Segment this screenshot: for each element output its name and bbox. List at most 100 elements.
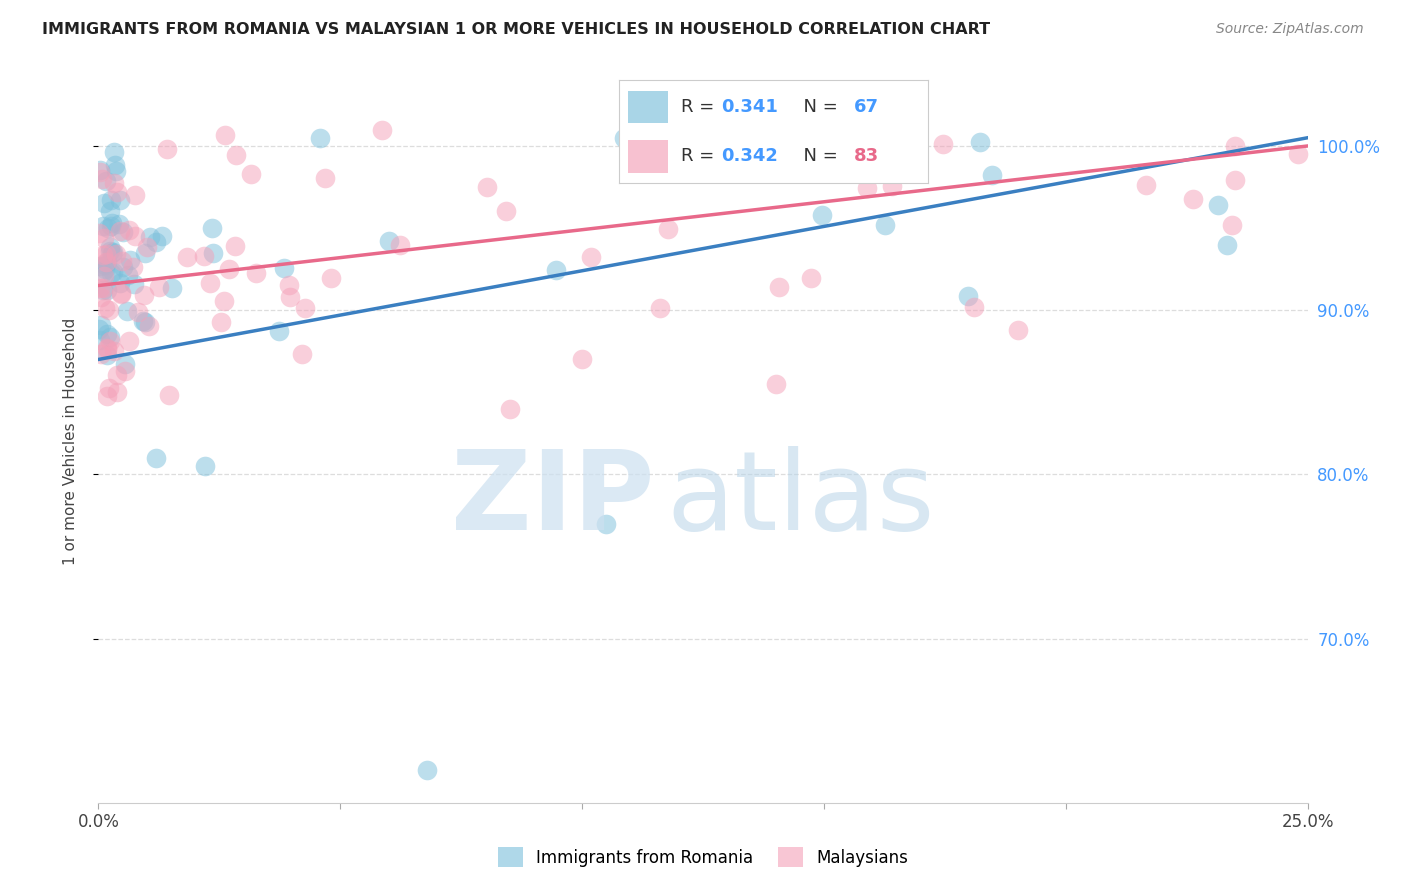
Point bbox=[100, 193, 122, 207]
Point bbox=[294, 301, 316, 315]
Point bbox=[1182, 192, 1205, 206]
Point bbox=[209, 315, 232, 329]
Point bbox=[105, 185, 128, 199]
Point bbox=[132, 288, 155, 302]
Point bbox=[98, 334, 121, 349]
Point bbox=[122, 260, 145, 275]
Point bbox=[94, 247, 117, 261]
Point bbox=[956, 288, 979, 302]
Point bbox=[321, 271, 343, 285]
Point bbox=[800, 271, 823, 285]
FancyBboxPatch shape bbox=[628, 91, 668, 123]
Text: 0.341: 0.341 bbox=[721, 98, 778, 116]
Point bbox=[145, 450, 167, 465]
Point bbox=[103, 344, 125, 359]
Point bbox=[370, 122, 392, 136]
Point bbox=[962, 301, 984, 315]
Point bbox=[218, 262, 240, 277]
Point bbox=[108, 194, 131, 208]
Point bbox=[111, 254, 134, 268]
Point bbox=[96, 347, 118, 361]
Point bbox=[94, 174, 117, 188]
Point bbox=[96, 342, 118, 356]
Point bbox=[214, 128, 236, 142]
Point bbox=[138, 318, 160, 333]
Point bbox=[91, 172, 114, 186]
Point bbox=[768, 279, 790, 293]
Point bbox=[124, 188, 146, 202]
Point bbox=[131, 314, 153, 328]
Point bbox=[273, 261, 295, 276]
Point bbox=[110, 285, 132, 300]
Point bbox=[134, 245, 156, 260]
Point bbox=[117, 334, 139, 348]
Point bbox=[105, 164, 128, 178]
Point bbox=[124, 228, 146, 243]
Point bbox=[108, 217, 131, 231]
Point bbox=[657, 221, 679, 235]
Point bbox=[981, 169, 1004, 183]
Point bbox=[114, 358, 136, 372]
Point bbox=[110, 287, 132, 301]
Point bbox=[198, 276, 221, 290]
Y-axis label: 1 or more Vehicles in Household: 1 or more Vehicles in Household bbox=[63, 318, 77, 566]
Point bbox=[1220, 219, 1243, 233]
Point bbox=[111, 260, 134, 274]
Point bbox=[103, 245, 125, 260]
Point bbox=[224, 239, 246, 253]
Point bbox=[571, 352, 593, 367]
Point bbox=[475, 179, 498, 194]
Point bbox=[546, 263, 568, 277]
Point bbox=[145, 235, 167, 250]
Point bbox=[93, 231, 115, 245]
Point bbox=[89, 259, 111, 273]
Point bbox=[136, 240, 159, 254]
Point bbox=[89, 165, 111, 179]
Text: N =: N = bbox=[792, 98, 844, 116]
Point bbox=[100, 219, 122, 234]
Point bbox=[1223, 139, 1246, 153]
Point bbox=[1007, 323, 1029, 337]
Point bbox=[176, 250, 198, 264]
Point bbox=[932, 136, 955, 151]
Point bbox=[89, 226, 111, 240]
Point bbox=[100, 266, 122, 280]
Point bbox=[96, 254, 118, 268]
Point bbox=[93, 265, 115, 279]
Point bbox=[93, 262, 115, 277]
Point bbox=[90, 347, 112, 361]
Point bbox=[309, 130, 332, 145]
Point bbox=[91, 219, 114, 233]
Point bbox=[201, 246, 224, 260]
Point bbox=[94, 258, 117, 272]
Point bbox=[613, 131, 636, 145]
Point bbox=[118, 223, 141, 237]
Point bbox=[98, 330, 121, 344]
Point bbox=[122, 277, 145, 291]
Point bbox=[157, 388, 180, 402]
Point bbox=[114, 364, 136, 378]
Point bbox=[105, 385, 128, 400]
Point bbox=[856, 181, 879, 195]
Point bbox=[98, 302, 121, 317]
Point bbox=[98, 244, 121, 258]
Point bbox=[101, 265, 124, 279]
Point bbox=[98, 204, 121, 219]
Point bbox=[245, 266, 267, 280]
Point bbox=[1223, 172, 1246, 186]
Point bbox=[811, 208, 834, 222]
Point bbox=[101, 245, 124, 260]
Point bbox=[89, 281, 111, 295]
Point bbox=[98, 239, 121, 253]
Point bbox=[104, 246, 127, 260]
Point bbox=[969, 135, 991, 149]
Point bbox=[290, 347, 312, 361]
Point bbox=[315, 170, 337, 185]
Point bbox=[91, 281, 114, 295]
Point bbox=[416, 763, 439, 777]
Point bbox=[91, 283, 114, 297]
Text: IMMIGRANTS FROM ROMANIA VS MALAYSIAN 1 OR MORE VEHICLES IN HOUSEHOLD CORRELATION: IMMIGRANTS FROM ROMANIA VS MALAYSIAN 1 O… bbox=[42, 22, 990, 37]
Point bbox=[1135, 178, 1157, 192]
Point bbox=[93, 269, 115, 284]
Point bbox=[134, 315, 156, 329]
